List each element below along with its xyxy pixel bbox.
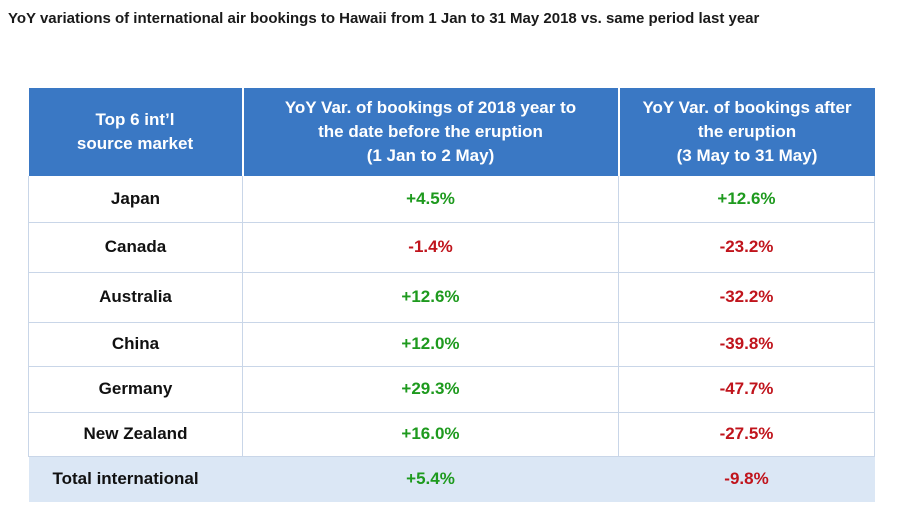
header-after-line-1: YoY Var. of bookings after bbox=[642, 98, 852, 117]
before-value-cell: +29.3% bbox=[242, 366, 619, 413]
market-cell: Australia bbox=[28, 272, 243, 323]
header-before-eruption: YoY Var. of bookings of 2018 year to the… bbox=[241, 88, 619, 176]
total-market-cell: Total international bbox=[28, 456, 243, 502]
after-value-cell: -32.2% bbox=[618, 272, 875, 323]
chart-title: YoY variations of international air book… bbox=[8, 10, 760, 27]
total-after-cell: -9.8% bbox=[618, 456, 875, 502]
after-value-cell: -23.2% bbox=[618, 222, 875, 273]
after-value-cell: -27.5% bbox=[618, 412, 875, 457]
market-cell: Germany bbox=[28, 366, 243, 413]
table-row: New Zealand +16.0% -27.5% bbox=[28, 412, 875, 457]
market-cell: Japan bbox=[28, 176, 243, 223]
table-row: China +12.0% -39.8% bbox=[28, 322, 875, 367]
table-row: Japan +4.5% +12.6% bbox=[28, 176, 875, 223]
market-cell: Canada bbox=[28, 222, 243, 273]
after-value-cell: +12.6% bbox=[618, 176, 875, 223]
market-cell: New Zealand bbox=[28, 412, 243, 457]
header-before-line-3: (1 Jan to 2 May) bbox=[366, 146, 495, 165]
header-after-line-2: the eruption bbox=[697, 122, 797, 141]
header-before-line-2: the date before the eruption bbox=[318, 122, 543, 141]
header-after-eruption: YoY Var. of bookings after the eruption … bbox=[617, 88, 875, 176]
before-value-cell: +4.5% bbox=[242, 176, 619, 223]
table-row: Australia +12.6% -32.2% bbox=[28, 272, 875, 323]
header-row: Top 6 int’l source market YoY Var. of bo… bbox=[28, 88, 875, 176]
before-value-cell: +12.6% bbox=[242, 272, 619, 323]
before-value-cell: +12.0% bbox=[242, 322, 619, 367]
table-row: Canada -1.4% -23.2% bbox=[28, 222, 875, 273]
header-before-line-1: YoY Var. of bookings of 2018 year to bbox=[284, 98, 577, 117]
bookings-table: Top 6 int’l source market YoY Var. of bo… bbox=[28, 88, 875, 502]
header-after-line-3: (3 May to 31 May) bbox=[676, 146, 818, 165]
header-market-line-2: source market bbox=[76, 134, 194, 153]
after-value-cell: -39.8% bbox=[618, 322, 875, 367]
header-market-line-1: Top 6 int’l bbox=[95, 110, 175, 129]
total-before-cell: +5.4% bbox=[242, 456, 619, 502]
after-value-cell: -47.7% bbox=[618, 366, 875, 413]
table-row: Germany +29.3% -47.7% bbox=[28, 366, 875, 413]
header-market: Top 6 int’l source market bbox=[28, 88, 243, 176]
before-value-cell: -1.4% bbox=[242, 222, 619, 273]
market-cell: China bbox=[28, 322, 243, 367]
before-value-cell: +16.0% bbox=[242, 412, 619, 457]
total-row: Total international +5.4% -9.8% bbox=[28, 456, 875, 502]
